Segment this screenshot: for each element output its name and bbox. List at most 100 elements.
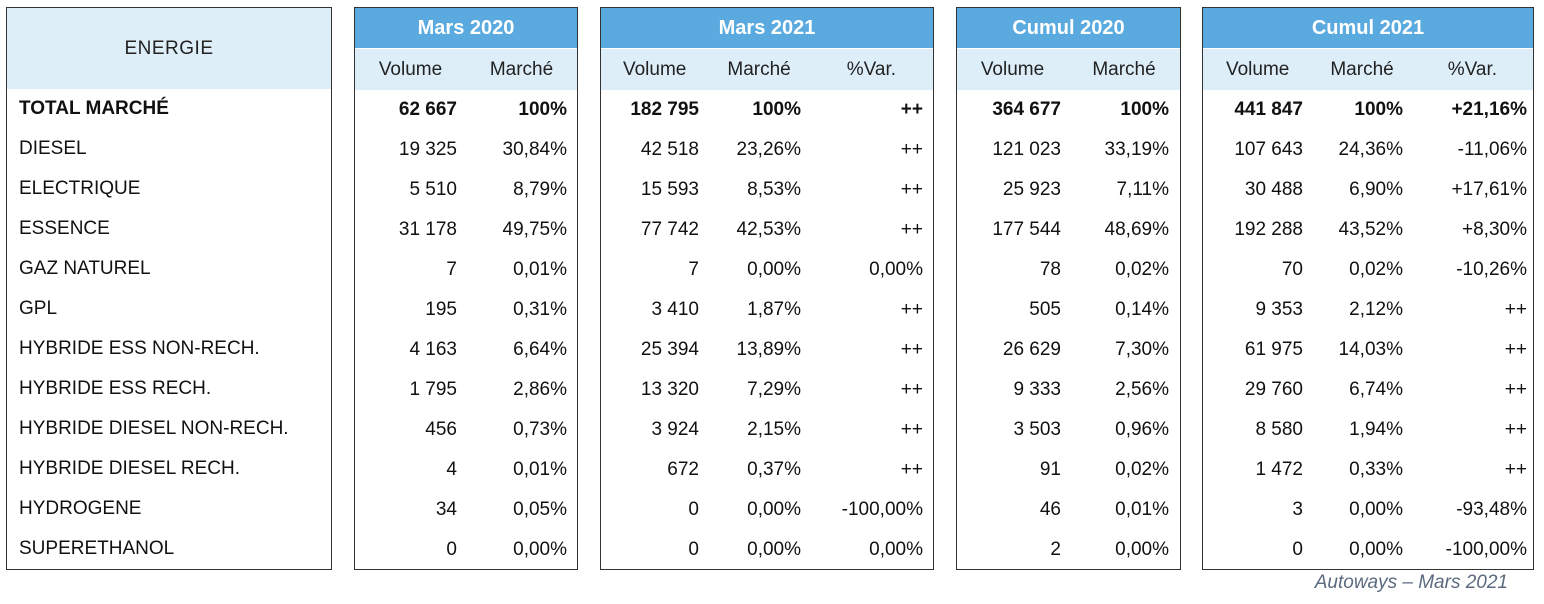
volume-cell: 0: [1292, 539, 1303, 560]
table-row: 25 923 7,11%: [957, 170, 1180, 210]
total-row: 62 667 100%: [355, 90, 577, 130]
table-row: 15 593 8,53% ++: [601, 170, 933, 210]
table-row: 13 320 7,29% ++: [601, 370, 933, 410]
mars-2020-rows: 62 667 100% 19 325 30,84% 5 510 8,79% 31 178 49…: [355, 90, 577, 570]
table-row: 8 580 1,94% ++: [1203, 410, 1533, 450]
table-row: 3 924 2,15% ++: [601, 410, 933, 450]
marche-cell: 2,56%: [1115, 379, 1169, 400]
marche-cell: 0,01%: [513, 259, 567, 280]
mars-2021-rows: 182 795 100% ++ 42 518 23,26% ++ 15 593 8,53% ++…: [601, 90, 933, 570]
marche-cell: 30,84%: [502, 139, 567, 160]
volume-cell: 456: [425, 419, 457, 440]
volume-cell: 107 643: [1234, 139, 1303, 160]
table-row: 1 795 2,86%: [355, 370, 577, 410]
energy-row-label: GAZ NATUREL: [19, 258, 151, 279]
table-row: 25 394 13,89% ++: [601, 330, 933, 370]
var-cell: -10,26%: [1456, 259, 1527, 280]
energy-row-label: HYBRIDE ESS RECH.: [19, 378, 212, 399]
marche-cell: 8,53%: [747, 179, 801, 200]
volume-cell: 61 975: [1244, 339, 1303, 360]
volume-cell: 3 503: [1013, 419, 1061, 440]
volume-cell: 0: [446, 539, 457, 560]
var-cell: ++: [900, 339, 923, 360]
var-cell: 0,00%: [869, 539, 923, 560]
marche-cell: 0,96%: [1115, 419, 1169, 440]
marche-cell: 1,87%: [747, 299, 801, 320]
marche-cell: 0,31%: [513, 299, 567, 320]
table-row: 672 0,37% ++: [601, 450, 933, 490]
table-row: 107 643 24,36% -11,06%: [1203, 130, 1533, 170]
table-row: 42 518 23,26% ++: [601, 130, 933, 170]
energy-row-label: SUPERETHANOL: [19, 538, 175, 559]
table-row: 121 023 33,19%: [957, 130, 1180, 170]
var-cell: -100,00%: [1445, 539, 1527, 560]
var-cell: ++: [1504, 379, 1527, 400]
table-row: 9 333 2,56%: [957, 370, 1180, 410]
volume-cell: 195: [425, 299, 457, 320]
volume-cell: 177 544: [992, 219, 1061, 240]
total-row-label: TOTAL MARCHÉ: [19, 98, 169, 119]
marche-cell: 6,64%: [513, 339, 567, 360]
table-row: 5 510 8,79%: [355, 170, 577, 210]
marche-cell: 0,33%: [1349, 459, 1403, 480]
volume-cell: 91: [1039, 459, 1061, 480]
volume-cell: 31 178: [398, 219, 457, 240]
total-row: 441 847 100% +21,16%: [1203, 90, 1533, 130]
table-row: 195 0,31%: [355, 290, 577, 330]
col-marche-header: Marché: [1330, 58, 1394, 80]
volume-cell: 19 325: [398, 139, 457, 160]
volume-cell: 34: [435, 499, 457, 520]
mars-2021-subheader: Volume Marché %Var.: [601, 49, 933, 90]
volume-cell: 1 472: [1255, 459, 1303, 480]
source-note: Autoways – Mars 2021: [1314, 572, 1508, 593]
marche-cell: 0,73%: [513, 419, 567, 440]
var-cell: ++: [1504, 419, 1527, 440]
var-cell: +8,30%: [1462, 219, 1527, 240]
volume-cell: 70: [1281, 259, 1303, 280]
table-row: 456 0,73%: [355, 410, 577, 450]
table-row: 77 742 42,53% ++: [601, 210, 933, 250]
volume-cell: 441 847: [1234, 99, 1303, 120]
var-cell: ++: [900, 139, 923, 160]
energy-row-label: ELECTRIQUE: [19, 178, 141, 199]
marche-cell: 14,03%: [1338, 339, 1403, 360]
table-row: 2 0,00%: [957, 530, 1180, 570]
table-row: 4 0,01%: [355, 450, 577, 490]
marche-cell: 0,14%: [1115, 299, 1169, 320]
table-row: 19 325 30,84%: [355, 130, 577, 170]
marche-cell: 100%: [752, 99, 801, 120]
var-cell: ++: [900, 179, 923, 200]
table-row: 0 0,00% -100,00%: [601, 490, 933, 530]
volume-cell: 0: [688, 539, 699, 560]
marche-cell: 7,11%: [1116, 179, 1169, 200]
var-cell: ++: [900, 99, 923, 120]
total-row: 364 677 100%: [957, 90, 1180, 130]
marche-cell: 0,02%: [1115, 459, 1169, 480]
energy-column: ENERGIE TOTAL MARCHÉ DIESEL ELECTRIQUE ESSE…: [6, 7, 332, 570]
var-cell: ++: [900, 219, 923, 240]
energy-row-label: DIESEL: [19, 138, 87, 159]
volume-cell: 15 593: [640, 179, 699, 200]
volume-cell: 25 923: [1002, 179, 1061, 200]
volume-cell: 5 510: [409, 179, 457, 200]
table-row: 9 353 2,12% ++: [1203, 290, 1533, 330]
volume-cell: 3 924: [651, 419, 699, 440]
volume-cell: 121 023: [992, 139, 1061, 160]
marche-cell: 0,00%: [747, 259, 801, 280]
table-row: 3 503 0,96%: [957, 410, 1180, 450]
marche-cell: 6,74%: [1349, 379, 1403, 400]
col-marche-header: Marché: [1092, 58, 1156, 80]
table-row: 29 760 6,74% ++: [1203, 370, 1533, 410]
volume-cell: 364 677: [992, 99, 1061, 120]
table-row: 0 0,00% -100,00%: [1203, 530, 1533, 570]
marche-cell: 0,37%: [747, 459, 801, 480]
marche-cell: 100%: [1354, 99, 1403, 120]
var-cell: ++: [900, 379, 923, 400]
energy-row-label: ESSENCE: [19, 218, 110, 239]
marche-cell: 1,94%: [1349, 419, 1403, 440]
marche-cell: 0,01%: [1115, 499, 1169, 520]
volume-cell: 3: [1292, 499, 1303, 520]
marche-cell: 0,00%: [1349, 539, 1403, 560]
energy-header: ENERGIE: [7, 8, 331, 89]
cumul-2020-block: Cumul 2020 Volume Marché 364 677 100% 121 …: [956, 7, 1181, 570]
